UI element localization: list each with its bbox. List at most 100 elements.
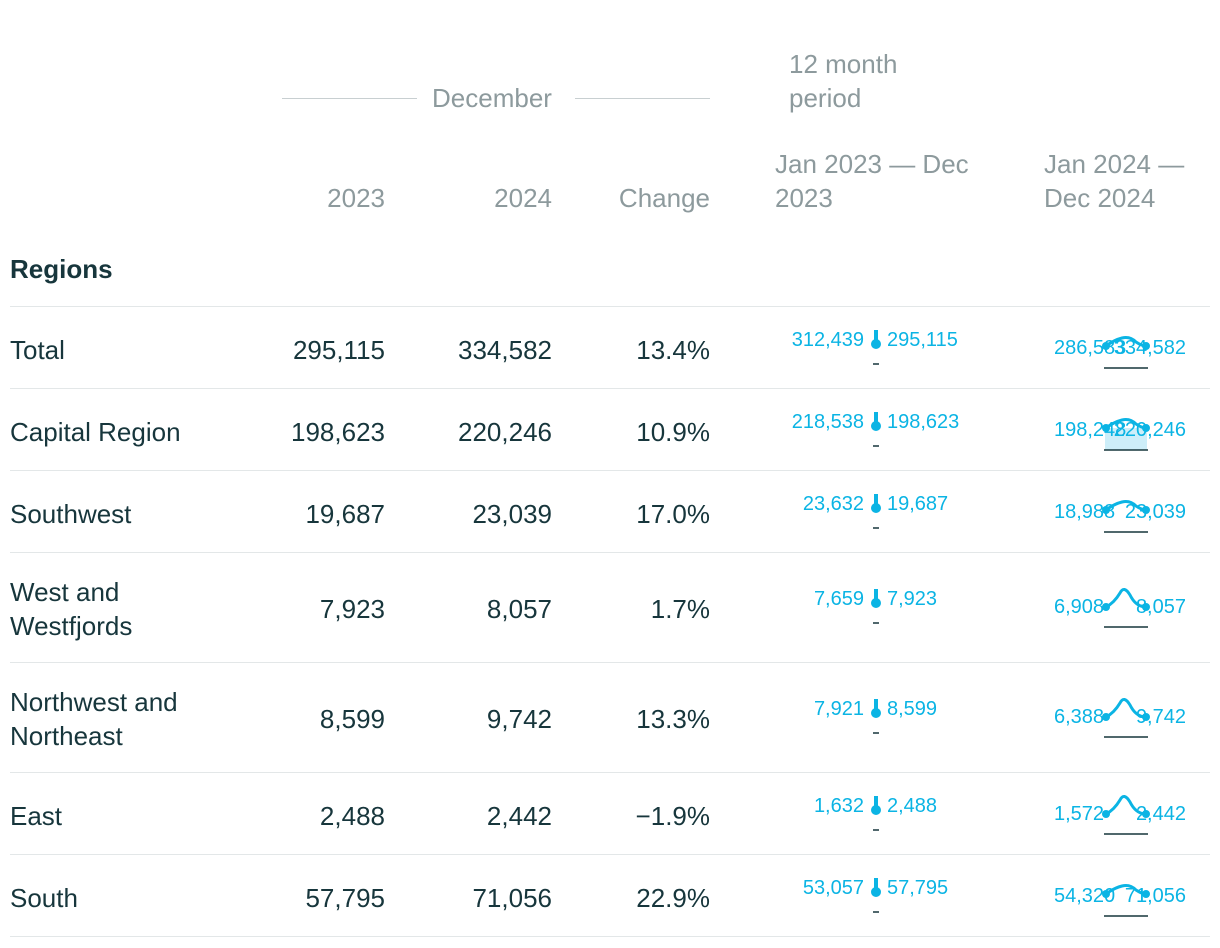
sparkline-end-label: 198,623 bbox=[887, 411, 959, 433]
december-rule-left bbox=[282, 98, 417, 99]
sparkline-2023: 23,632 19,687 bbox=[803, 493, 948, 529]
sparkline-dot-end bbox=[1142, 506, 1150, 514]
row-value-v2023: 2,488 bbox=[319, 801, 385, 831]
sparkline-start-label: 286,583 bbox=[1054, 337, 1126, 359]
row-value-v2024: 71,056 bbox=[472, 883, 552, 913]
sparkline-dot-start bbox=[1102, 810, 1110, 818]
row-value-v2023: 295,115 bbox=[292, 335, 385, 365]
sparkline-2023: 7,921 8,599 bbox=[814, 698, 937, 734]
col-header-2024: 2024 bbox=[494, 183, 552, 213]
sparkline-end-label: 220,246 bbox=[1114, 419, 1186, 441]
sparkline-area bbox=[1105, 428, 1147, 450]
sparkline-dot-start bbox=[1102, 506, 1110, 514]
row-label: Capital Region bbox=[10, 417, 181, 447]
sparkline-dot bbox=[871, 598, 881, 608]
sparkline-start-label: 312,439 bbox=[792, 329, 864, 351]
sparkline-line bbox=[1105, 884, 1147, 896]
col-header-period-2023: Jan 2023 — Dec 2023 bbox=[775, 149, 969, 213]
row-value-v2024: 23,039 bbox=[472, 499, 552, 529]
row-divider bbox=[10, 772, 1210, 773]
twelve-month-header: 12 month period bbox=[789, 49, 898, 113]
sparkline-start-label: 1,632 bbox=[814, 795, 864, 817]
row-label: West and Westfjords bbox=[10, 577, 133, 641]
row-value-change: 13.3% bbox=[636, 704, 710, 734]
sparkline-end-label: 71,056 bbox=[1125, 885, 1186, 907]
sparkline-2023: 53,057 57,795 bbox=[803, 877, 948, 913]
sparkline-line bbox=[1105, 336, 1147, 348]
sparkline-start-label: 7,921 bbox=[814, 698, 864, 720]
sparkline-dot bbox=[871, 887, 881, 897]
sparkline-dot-start bbox=[1102, 890, 1110, 898]
sparkline-start-label: 53,057 bbox=[803, 877, 864, 899]
sparkline-dot bbox=[871, 503, 881, 513]
col-header-period-2024: Jan 2024 — Dec 2024 bbox=[1044, 149, 1185, 213]
row-value-v2023: 7,923 bbox=[319, 594, 385, 624]
sparkline-dot-end bbox=[1142, 424, 1150, 432]
sparkline-2023: 7,659 7,923 bbox=[814, 588, 937, 624]
sparkline-start-label: 198,248 bbox=[1054, 419, 1126, 441]
sparkline-dot-end bbox=[1142, 342, 1150, 350]
row-divider bbox=[10, 388, 1210, 389]
sparkline-start-label: 54,320 bbox=[1054, 885, 1115, 907]
sparkline-2024: 54,320 71,056 bbox=[1054, 884, 1186, 917]
sparkline-line bbox=[1105, 795, 1147, 816]
sparkline-line bbox=[1105, 418, 1147, 430]
row-value-v2023: 19,687 bbox=[305, 499, 385, 529]
row-value-v2023: 8,599 bbox=[319, 704, 385, 734]
row-value-change: 17.0% bbox=[636, 499, 710, 529]
row-value-v2024: 9,742 bbox=[486, 704, 552, 734]
row-value-v2023: 57,795 bbox=[305, 883, 385, 913]
header-divider bbox=[10, 306, 1210, 307]
sparkline-dot bbox=[871, 339, 881, 349]
sparkline-2023: 218,538 198,623 bbox=[792, 411, 959, 447]
sparkline-dot bbox=[871, 805, 881, 815]
row-value-v2024: 220,246 bbox=[458, 417, 552, 447]
row-label: Total bbox=[10, 335, 65, 365]
row-value-change: 22.9% bbox=[636, 883, 710, 913]
december-rule-right bbox=[575, 98, 710, 99]
sparkline-dot-start bbox=[1102, 713, 1110, 721]
row-value-v2024: 334,582 bbox=[458, 335, 552, 365]
row-value-v2024: 8,057 bbox=[486, 594, 552, 624]
sparkline-dot bbox=[871, 708, 881, 718]
sparkline-dot-start bbox=[1102, 342, 1110, 350]
row-divider bbox=[10, 552, 1210, 553]
row-divider bbox=[10, 854, 1210, 855]
sparkline-end-label: 9,742 bbox=[1136, 706, 1186, 728]
sparkline-2024: 6,908 8,057 bbox=[1054, 588, 1186, 628]
sparkline-2023: 1,632 2,488 bbox=[814, 795, 937, 831]
row-value-change: 13.4% bbox=[636, 335, 710, 365]
sparkline-end-label: 7,923 bbox=[887, 588, 937, 610]
sparkline-end-label: 19,687 bbox=[887, 493, 948, 515]
sparkline-end-label: 8,599 bbox=[887, 698, 937, 720]
sparkline-line bbox=[1105, 500, 1147, 512]
row-value-change: 10.9% bbox=[636, 417, 710, 447]
sparkline-line bbox=[1105, 698, 1147, 719]
sparkline-2023: 312,439 295,115 bbox=[792, 329, 958, 365]
row-divider bbox=[10, 936, 1210, 937]
sparkline-dot-end bbox=[1142, 810, 1150, 818]
sparkline-2024: 18,988 23,039 bbox=[1054, 500, 1186, 533]
sparkline-start-label: 7,659 bbox=[814, 588, 864, 610]
sparkline-end-label: 57,795 bbox=[887, 877, 948, 899]
sparkline-start-label: 23,632 bbox=[803, 493, 864, 515]
row-label: East bbox=[10, 801, 63, 831]
sparkline-end-label: 23,039 bbox=[1125, 501, 1186, 523]
sparkline-2024: 1,572 2,442 bbox=[1054, 795, 1186, 835]
row-value-v2023: 198,623 bbox=[291, 417, 385, 447]
row-divider bbox=[10, 662, 1210, 663]
sparkline-end-label: 8,057 bbox=[1136, 596, 1186, 618]
sparkline-dot-start bbox=[1102, 424, 1110, 432]
sparkline-start-label: 18,988 bbox=[1054, 501, 1115, 523]
row-label: South bbox=[10, 883, 78, 913]
sparkline-end-label: 295,115 bbox=[887, 329, 958, 351]
sparkline-dot bbox=[871, 421, 881, 431]
sparkline-start-label: 6,908 bbox=[1054, 596, 1104, 618]
col-header-change: Change bbox=[618, 183, 710, 213]
sparkline-end-label: 2,442 bbox=[1136, 803, 1186, 825]
sparkline-dot-start bbox=[1102, 603, 1110, 611]
sparkline-dot-end bbox=[1142, 713, 1150, 721]
sparkline-dot-end bbox=[1142, 603, 1150, 611]
